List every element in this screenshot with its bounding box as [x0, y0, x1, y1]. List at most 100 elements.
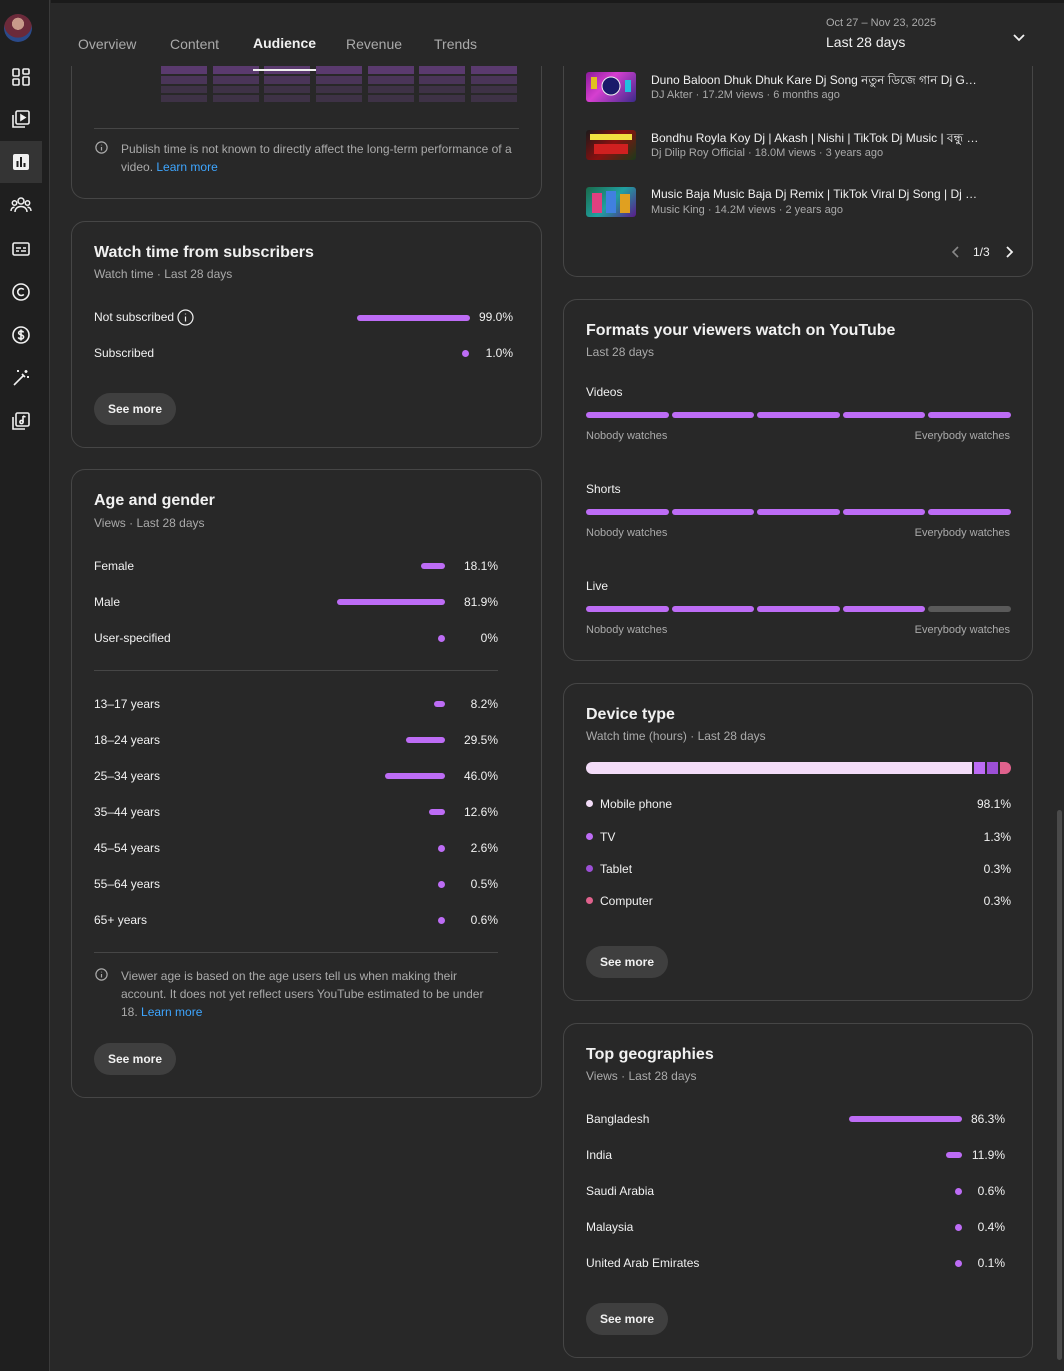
info-icon[interactable] — [177, 309, 194, 326]
card-title: Top geographies — [586, 1046, 714, 1063]
scale-high-label: Everybody watches — [914, 624, 1010, 636]
bar-age-18-24 — [406, 737, 445, 743]
scale-high-label: Everybody watches — [914, 527, 1010, 539]
device-label: Tablet — [600, 862, 633, 876]
see-more-button[interactable]: See more — [586, 946, 668, 978]
video-thumbnail[interactable] — [586, 187, 636, 217]
legend-dot — [586, 800, 593, 807]
top-videos-card: Duno Baloon Dhuk Dhuk Kare Dj Song নতুন … — [563, 40, 1033, 277]
gender-label: Female — [94, 559, 135, 573]
bar-uae — [955, 1260, 962, 1267]
video-thumbnail[interactable] — [586, 72, 636, 102]
tab-trends[interactable]: Trends — [434, 36, 478, 52]
divider — [94, 670, 498, 671]
divider — [94, 952, 498, 953]
earn-icon[interactable] — [0, 314, 42, 356]
geo-label: Bangladesh — [586, 1112, 650, 1126]
geo-label: Malaysia — [586, 1220, 634, 1234]
format-label: Videos — [586, 385, 623, 399]
bar-saudi-arabia — [955, 1188, 962, 1195]
see-more-button[interactable]: See more — [94, 1043, 176, 1075]
divider — [94, 128, 519, 129]
bar-subscribed — [462, 350, 469, 357]
bar-age-45-54 — [438, 845, 445, 852]
scrollbar-thumb[interactable] — [1057, 810, 1062, 1360]
device-bar-mobile — [586, 762, 972, 774]
geo-value: 11.9% — [971, 1148, 1005, 1162]
card-title: Age and gender — [94, 492, 215, 509]
video-thumbnail[interactable] — [586, 130, 636, 160]
bar-age-35-44 — [429, 809, 445, 815]
bar-age-65-plus — [438, 917, 445, 924]
learn-more-link[interactable]: Learn more — [141, 1005, 203, 1019]
format-meter-shorts — [586, 509, 1011, 515]
device-value: 0.3% — [983, 862, 1011, 876]
format-meter-live — [586, 606, 1011, 612]
customization-wand-icon[interactable] — [0, 357, 42, 399]
analytics-icon[interactable] — [0, 141, 42, 183]
legend-dot — [586, 833, 593, 840]
next-page-icon[interactable] — [1002, 244, 1016, 260]
age-label: 55–64 years — [94, 877, 161, 891]
format-label: Shorts — [586, 482, 621, 496]
audio-library-icon[interactable] — [0, 400, 42, 442]
info-icon — [95, 968, 108, 981]
tab-overview[interactable]: Overview — [78, 36, 137, 52]
device-card: Device type Watch time (hours) · Last 28… — [563, 683, 1033, 1001]
tab-audience[interactable]: Audience — [253, 35, 317, 71]
bar-india — [946, 1152, 962, 1158]
top-bar: Overview Content Audience Revenue Trends… — [51, 0, 1064, 71]
device-label: Mobile phone — [600, 797, 673, 811]
left-nav-rail — [0, 0, 50, 1371]
age-value: 2.6% — [470, 841, 498, 855]
age-gender-card: Age and gender Views · Last 28 days Fema… — [71, 469, 542, 1098]
card-title: Device type — [586, 706, 675, 723]
video-title[interactable]: Music Baja Music Baja Dj Remix | TikTok … — [651, 187, 981, 201]
card-title: Watch time from subscribers — [94, 244, 314, 261]
age-label: 65+ years — [94, 913, 148, 927]
format-meter-videos — [586, 412, 1011, 418]
gender-value: 81.9% — [463, 595, 498, 609]
dashboard-icon[interactable] — [0, 56, 42, 98]
geo-label: India — [586, 1148, 613, 1162]
legend-dot — [586, 897, 593, 904]
chevron-down-icon[interactable] — [1009, 27, 1029, 47]
device-stacked-bar — [586, 762, 1011, 774]
age-label: 18–24 years — [94, 733, 161, 747]
learn-more-link[interactable]: Learn more — [156, 160, 218, 174]
channel-avatar[interactable] — [4, 14, 32, 42]
age-value: 8.2% — [470, 697, 498, 711]
card-subtitle: Last 28 days — [586, 345, 655, 359]
subtitles-icon[interactable] — [0, 228, 42, 270]
device-bar-tablet — [987, 762, 998, 774]
card-title: Formats your viewers watch on YouTube — [586, 322, 896, 339]
tab-content[interactable]: Content — [170, 36, 220, 52]
age-label: 45–54 years — [94, 841, 161, 855]
scale-low-label: Nobody watches — [586, 527, 668, 539]
card-subtitle: Watch time (hours) · Last 28 days — [586, 729, 766, 743]
bar-age-55-64 — [438, 881, 445, 888]
see-more-button[interactable]: See more — [94, 393, 176, 425]
heatmap-fragment — [161, 66, 517, 102]
bar-malaysia — [955, 1224, 962, 1231]
row-label: Subscribed — [94, 346, 155, 360]
bar-not-subscribed — [357, 315, 470, 321]
info-icon — [95, 141, 108, 154]
publish-time-card: Publish time is not known to directly af… — [71, 40, 542, 199]
age-value: 0.5% — [470, 877, 498, 891]
legend-dot — [586, 865, 593, 872]
age-value: 46.0% — [463, 769, 498, 783]
community-icon[interactable] — [0, 184, 42, 226]
bar-bangladesh — [849, 1116, 962, 1122]
device-label: Computer — [600, 894, 653, 908]
copyright-icon[interactable] — [0, 271, 42, 313]
scale-low-label: Nobody watches — [586, 430, 668, 442]
see-more-button[interactable]: See more — [586, 1303, 668, 1335]
content-icon[interactable] — [0, 98, 42, 140]
video-meta: Music King · 14.2M views · 2 years ago — [651, 204, 843, 216]
bar-user-specified — [438, 635, 445, 642]
geo-label: Saudi Arabia — [586, 1184, 655, 1198]
tab-revenue[interactable]: Revenue — [346, 36, 403, 52]
prev-page-icon[interactable] — [949, 244, 963, 260]
video-meta: DJ Akter · 17.2M views · 6 months ago — [651, 89, 840, 101]
